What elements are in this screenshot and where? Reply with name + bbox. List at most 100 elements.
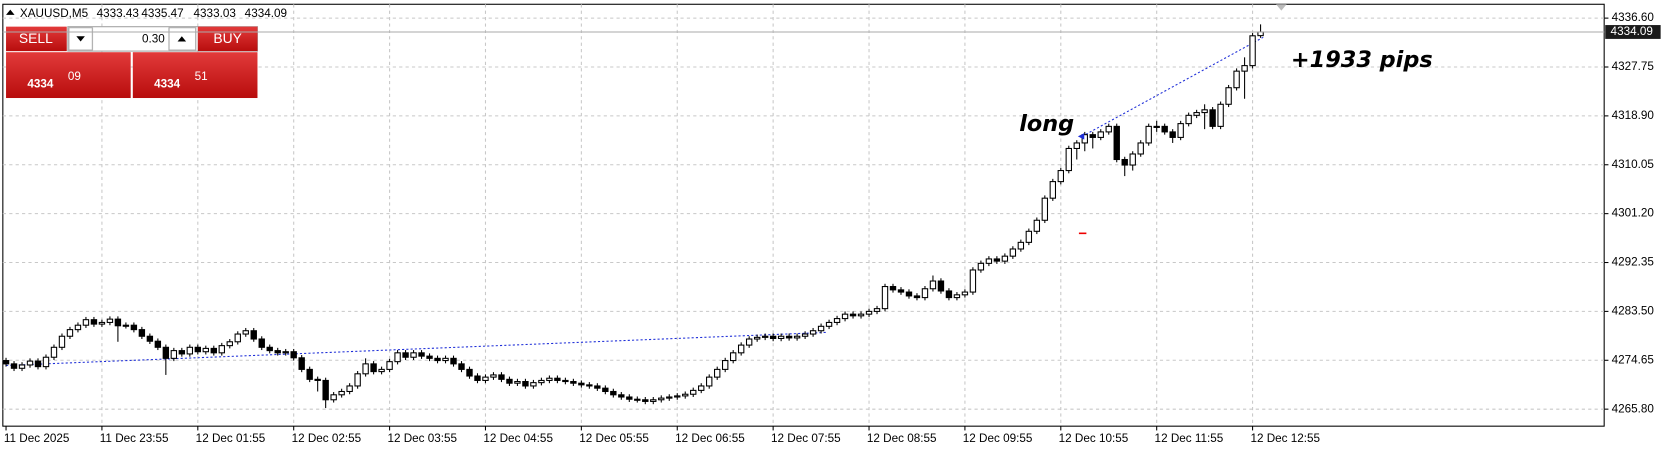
candle-body <box>394 352 401 363</box>
candle-body <box>114 318 122 327</box>
sell-label[interactable]: SELL <box>19 30 53 46</box>
candle-body <box>466 368 473 377</box>
y-tick-label: 4292.35 <box>1612 256 1655 269</box>
x-tick-label: 12 Dec 09:55 <box>963 432 1033 445</box>
candle-body <box>138 329 146 337</box>
candle-body <box>242 330 249 335</box>
candle-body <box>306 368 313 380</box>
buy-button[interactable] <box>197 26 258 52</box>
x-tick-label: 12 Dec 08:55 <box>867 432 937 445</box>
candle-body <box>801 333 809 337</box>
buy-price-main: 4334 <box>154 77 181 90</box>
y-tick-label: 4310.05 <box>1612 158 1655 171</box>
lot-value[interactable]: 0.30 <box>142 33 165 46</box>
candle-body <box>178 350 186 355</box>
lot-input[interactable] <box>93 27 168 51</box>
candle-body <box>753 336 761 340</box>
candle-body <box>290 351 297 359</box>
ohlc-close: 4334.09 <box>245 7 287 20</box>
candle-body <box>338 390 345 396</box>
candle-body <box>873 308 881 312</box>
sell-price-main: 4334 <box>27 77 54 90</box>
x-tick-label: 11 Dec 2025 <box>4 432 70 445</box>
collapse-icon[interactable] <box>6 9 15 15</box>
candle-body <box>1105 125 1112 133</box>
candle-body <box>162 346 170 359</box>
candle-body <box>1177 123 1184 138</box>
y-tick-label: 4283.50 <box>1612 304 1655 317</box>
candle-body <box>130 324 138 331</box>
candle-body <box>426 355 433 359</box>
candle-body <box>1097 131 1104 138</box>
candle-body <box>1049 181 1057 199</box>
candle-body <box>210 347 217 354</box>
candle-body <box>386 361 393 370</box>
candle-body <box>170 350 178 359</box>
candle-body <box>1057 170 1064 183</box>
buy-label[interactable]: BUY <box>213 30 241 46</box>
candle-body <box>1137 142 1144 155</box>
candle-body <box>90 319 98 325</box>
candle-body <box>913 295 921 299</box>
candle-body <box>961 291 969 296</box>
candle-body <box>682 393 689 397</box>
candle-body <box>761 335 769 338</box>
candle-body <box>1145 125 1152 144</box>
candle-body <box>634 398 641 401</box>
candle-body <box>298 357 305 370</box>
trend-line <box>6 331 827 366</box>
candle-body <box>346 385 353 393</box>
x-tick-label: 12 Dec 01:55 <box>196 432 266 445</box>
candle-body <box>785 335 793 339</box>
candle-body <box>26 360 34 366</box>
candle-body <box>538 379 545 384</box>
x-tick-label: 12 Dec 02:55 <box>292 432 362 445</box>
candle-body <box>362 363 369 375</box>
candle-body <box>66 329 74 337</box>
candle-body <box>1161 125 1168 133</box>
candle-body <box>194 346 202 353</box>
candle-body <box>594 385 601 389</box>
candle-body <box>1129 153 1136 166</box>
candle-body <box>737 344 745 354</box>
candle-body <box>1009 248 1017 257</box>
candle-body <box>522 381 529 387</box>
ohlc-high: 4335.47 <box>141 7 183 20</box>
candle-body <box>714 368 721 378</box>
sell-price-box[interactable] <box>6 52 131 99</box>
candle-body <box>562 379 569 383</box>
candle-body <box>218 345 225 354</box>
candle-body <box>154 340 162 348</box>
candle-body <box>434 357 441 362</box>
scroll-marker <box>1276 4 1287 11</box>
candle-body <box>554 377 561 381</box>
x-tick-label: 12 Dec 12:55 <box>1250 432 1320 445</box>
candle-body <box>626 396 633 400</box>
x-tick-label: 12 Dec 07:55 <box>771 432 841 445</box>
buy-price-pips: 51 <box>195 70 208 83</box>
candle-body <box>418 352 425 357</box>
candle-body <box>1033 219 1041 232</box>
candle-body <box>937 280 945 292</box>
candle-body <box>817 325 825 332</box>
candle-body <box>570 381 577 384</box>
y-tick-label: 4274.65 <box>1612 353 1655 366</box>
ohlc-open: 4333.43 <box>97 7 139 20</box>
candle-body <box>889 286 897 291</box>
x-tick-label: 12 Dec 03:55 <box>387 432 457 445</box>
y-tick-label: 4327.75 <box>1612 60 1655 73</box>
candle-body <box>618 394 625 398</box>
candle-body <box>10 363 18 369</box>
candle-body <box>857 313 865 317</box>
candle-body <box>74 324 82 331</box>
buy-price-box[interactable] <box>132 52 258 99</box>
price-tag-label: 4334.09 <box>1611 25 1653 38</box>
sell-price-pips: 09 <box>68 70 81 83</box>
candle-body <box>993 258 1001 262</box>
x-tick-label: 12 Dec 10:55 <box>1059 432 1129 445</box>
sell-button[interactable] <box>6 26 67 52</box>
candle-body <box>106 318 114 323</box>
candle-body <box>602 387 609 393</box>
candle-body <box>378 368 385 373</box>
candle-body <box>881 286 889 310</box>
